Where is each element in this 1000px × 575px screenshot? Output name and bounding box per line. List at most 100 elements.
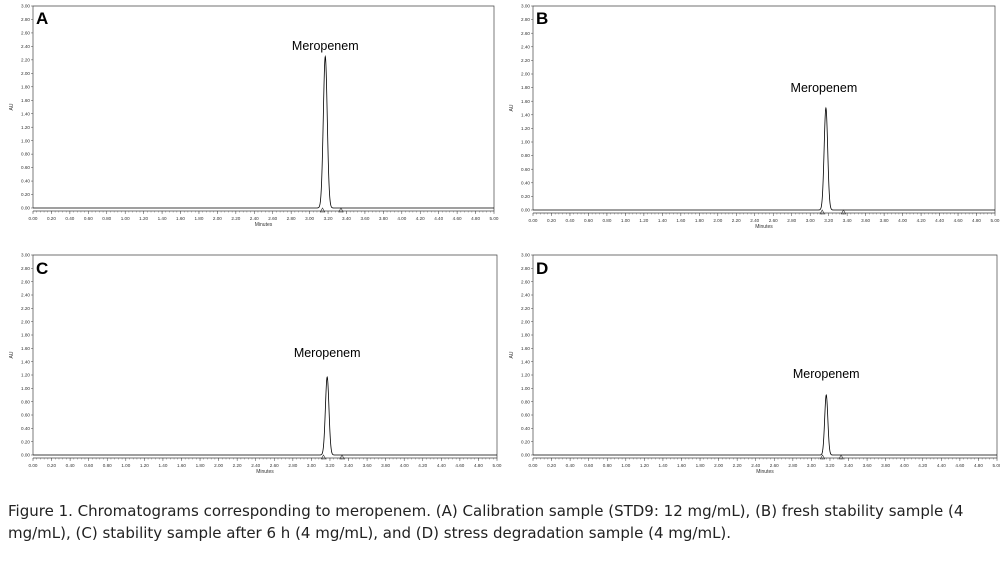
x-tick-label: 1.00 bbox=[621, 218, 630, 223]
x-tick-label: 2.00 bbox=[214, 463, 223, 468]
x-tick-label: 1.60 bbox=[176, 216, 185, 221]
x-tick-label: 5.00 bbox=[490, 216, 499, 221]
integration-marker bbox=[819, 209, 825, 215]
x-tick-label: 4.00 bbox=[900, 463, 909, 468]
x-tick-label: 4.20 bbox=[416, 216, 425, 221]
y-tick-label: 1.60 bbox=[21, 346, 30, 351]
x-axis-label: Minutes bbox=[756, 469, 774, 475]
chart-panel-c: 0.00 0.20 0.40 0.60 0.80 1.00 1.20 1.40 1.60 1.80… bbox=[9, 253, 502, 475]
x-tick-label: 0.20 bbox=[47, 216, 56, 221]
chart-panel-b: 0.00 0.20 0.40 0.60 0.80 1.00 1.20 1.40 1.60 1.80… bbox=[509, 4, 1000, 230]
x-tick-label: 1.20 bbox=[140, 463, 149, 468]
x-tick-label: 2.80 bbox=[288, 463, 297, 468]
y-tick-label: 0.60 bbox=[521, 167, 530, 172]
integration-marker bbox=[339, 454, 345, 460]
x-tick-label: 1.20 bbox=[639, 218, 648, 223]
plot-frame bbox=[32, 5, 495, 211]
peak-label: Meropenem bbox=[294, 346, 361, 360]
y-tick-label: 3.00 bbox=[521, 4, 530, 9]
y-tick-label: 2.00 bbox=[521, 72, 530, 77]
peak-label: Meropenem bbox=[292, 39, 359, 53]
x-tick-label: 4.20 bbox=[917, 218, 926, 223]
x-tick-label: 4.40 bbox=[437, 463, 446, 468]
x-tick-label: 4.80 bbox=[972, 218, 981, 223]
x-tick-label: 0.20 bbox=[547, 218, 556, 223]
chart-panel-d: 0.00 0.20 0.40 0.60 0.80 1.00 1.20 1.40 1.60 1.80… bbox=[509, 253, 1000, 475]
x-tick-label: 4.40 bbox=[935, 218, 944, 223]
integration-marker bbox=[838, 454, 844, 460]
y-tick-label: 0.00 bbox=[21, 206, 30, 211]
x-tick-label: 4.80 bbox=[474, 463, 483, 468]
x-tick-label: 3.60 bbox=[861, 218, 870, 223]
x-tick-label: 0.40 bbox=[65, 216, 74, 221]
y-tick-label: 1.80 bbox=[521, 85, 530, 90]
y-tick-label: 0.80 bbox=[21, 399, 30, 404]
x-tick-label: 3.40 bbox=[843, 218, 852, 223]
x-tick-label: 1.80 bbox=[696, 463, 705, 468]
x-tick-label: 4.00 bbox=[397, 216, 406, 221]
x-axis-label: Minutes bbox=[755, 224, 773, 230]
y-tick-label: 2.00 bbox=[21, 71, 30, 76]
x-tick-label: 2.20 bbox=[733, 463, 742, 468]
x-tick-label: 1.60 bbox=[677, 463, 686, 468]
y-tick-label: 1.40 bbox=[521, 359, 530, 364]
y-tick-label: 1.80 bbox=[21, 333, 30, 338]
x-tick-label: 0.80 bbox=[603, 463, 612, 468]
chromatogram-trace bbox=[533, 106, 995, 211]
y-tick-label: 0.20 bbox=[521, 439, 530, 444]
y-tick-label: 0.00 bbox=[521, 208, 530, 213]
x-tick-label: 2.20 bbox=[233, 463, 242, 468]
x-tick-label: 0.80 bbox=[602, 218, 611, 223]
x-tick-label: 2.40 bbox=[750, 218, 759, 223]
x-tick-label: 3.60 bbox=[363, 463, 372, 468]
x-tick-label: 4.60 bbox=[955, 463, 964, 468]
x-tick-label: 0.00 bbox=[529, 463, 538, 468]
y-tick-label: 2.20 bbox=[21, 306, 30, 311]
integration-marker bbox=[840, 209, 847, 215]
y-tick-label: 1.20 bbox=[521, 373, 530, 378]
y-tick-label: 2.00 bbox=[21, 319, 30, 324]
x-tick-label: 3.40 bbox=[344, 463, 353, 468]
y-tick-label: 2.00 bbox=[521, 319, 530, 324]
plot-frame bbox=[32, 254, 498, 458]
y-tick-label: 2.40 bbox=[521, 44, 530, 49]
x-tick-label: 4.80 bbox=[471, 216, 480, 221]
x-tick-label: 0.00 bbox=[29, 463, 38, 468]
x-tick-label: 2.60 bbox=[770, 463, 779, 468]
chromatogram-trace bbox=[33, 54, 494, 209]
y-tick-label: 0.00 bbox=[21, 453, 30, 458]
x-tick-label: 2.60 bbox=[270, 463, 279, 468]
x-tick-label: 1.40 bbox=[158, 216, 167, 221]
x-tick-label: 1.00 bbox=[621, 463, 630, 468]
y-tick-label: 1.80 bbox=[21, 84, 30, 89]
y-axis-label: AU bbox=[9, 103, 15, 110]
x-tick-label: 0.60 bbox=[584, 218, 593, 223]
x-tick-label: 0.60 bbox=[84, 463, 93, 468]
y-tick-label: 2.80 bbox=[521, 266, 530, 271]
chromatogram-trace bbox=[33, 375, 497, 456]
x-tick-label: 2.40 bbox=[251, 463, 260, 468]
x-tick-label: 0.00 bbox=[29, 216, 38, 221]
x-tick-label: 4.60 bbox=[453, 216, 462, 221]
x-tick-label: 1.80 bbox=[194, 216, 203, 221]
figure-caption: Figure 1. Chromatograms corresponding to… bbox=[8, 502, 964, 542]
x-tick-label: 4.20 bbox=[918, 463, 927, 468]
x-tick-label: 4.20 bbox=[418, 463, 427, 468]
x-tick-label: 5.00 bbox=[991, 218, 1000, 223]
y-axis-label: AU bbox=[509, 351, 515, 358]
x-tick-label: 4.80 bbox=[974, 463, 983, 468]
y-tick-label: 2.40 bbox=[21, 44, 30, 49]
x-tick-label: 3.80 bbox=[379, 216, 388, 221]
y-tick-label: 0.80 bbox=[21, 152, 30, 157]
y-tick-label: 2.60 bbox=[21, 279, 30, 284]
x-tick-label: 0.40 bbox=[566, 463, 575, 468]
x-tick-label: 3.60 bbox=[863, 463, 872, 468]
integration-marker bbox=[320, 454, 327, 460]
x-tick-label: 1.60 bbox=[676, 218, 685, 223]
x-axis-label: Minutes bbox=[255, 222, 273, 228]
y-tick-label: 1.00 bbox=[521, 386, 530, 391]
x-tick-label: 0.40 bbox=[66, 463, 75, 468]
x-tick-label: 1.20 bbox=[139, 216, 148, 221]
y-tick-label: 1.20 bbox=[21, 373, 30, 378]
y-tick-label: 2.60 bbox=[521, 279, 530, 284]
